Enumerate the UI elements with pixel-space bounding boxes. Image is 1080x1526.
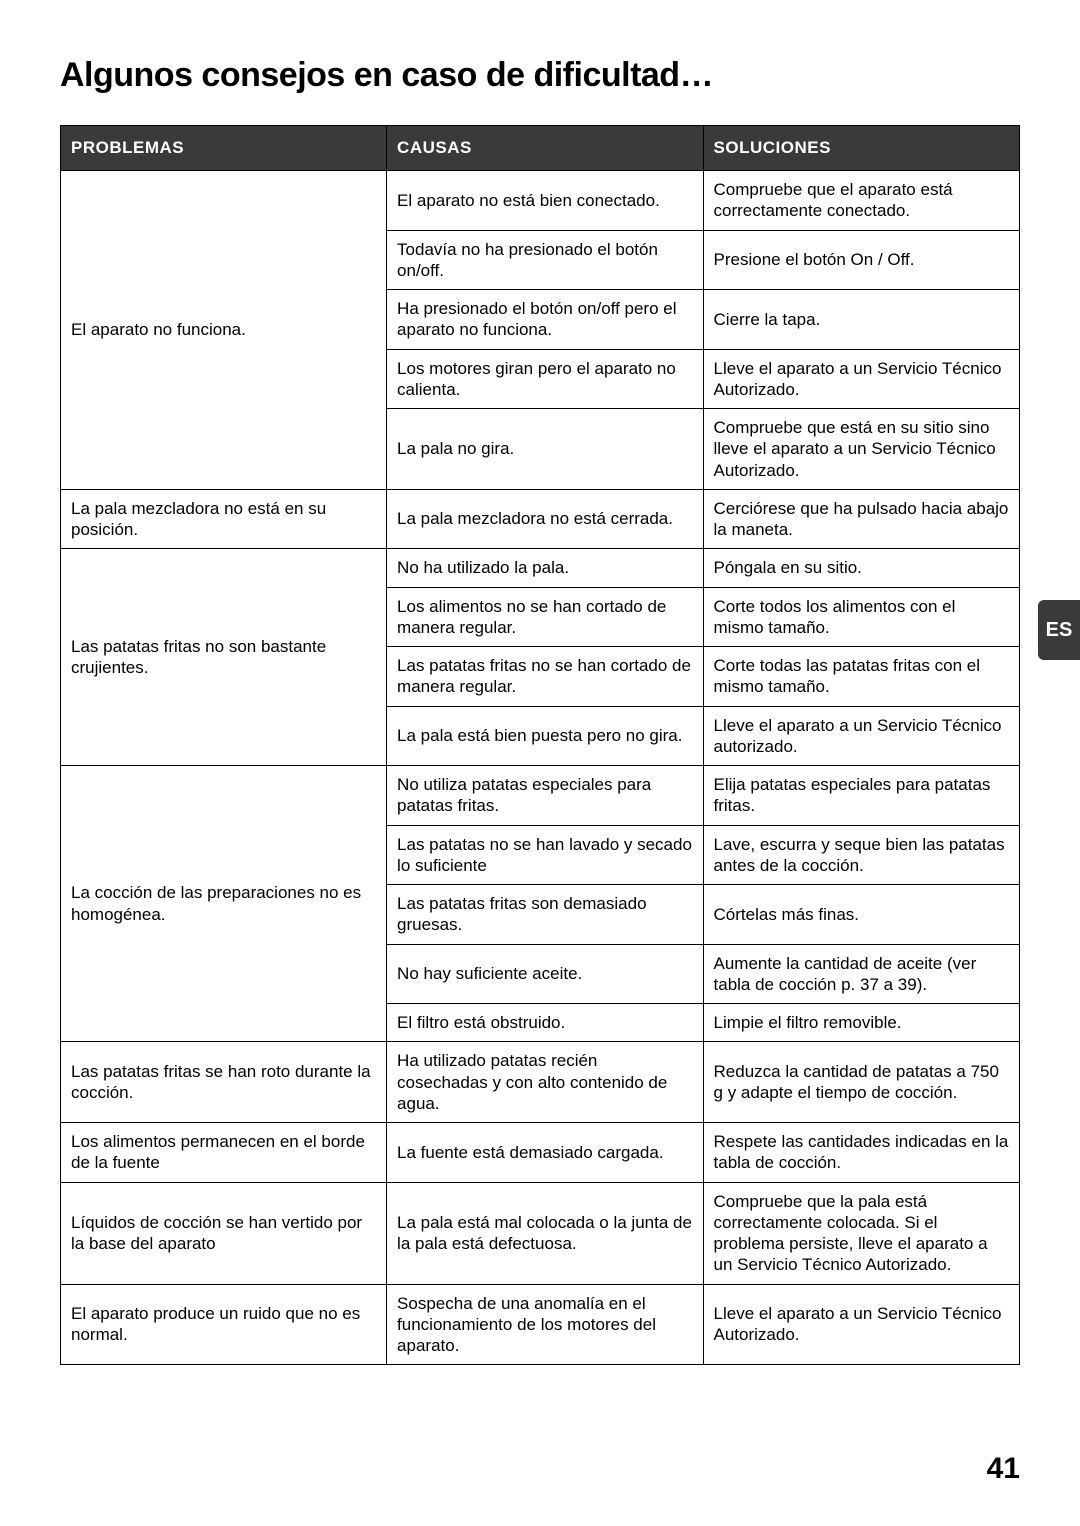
cause-cell: La fuente está demasiado cargada. <box>387 1123 703 1183</box>
cause-cell: Las patatas fritas son demasiado gruesas… <box>387 885 703 945</box>
solution-cell: Compruebe que está en su sitio sino llev… <box>703 409 1019 490</box>
table-row: La cocción de las preparaciones no es ho… <box>61 766 1020 826</box>
cause-cell: Los motores giran pero el aparato no cal… <box>387 349 703 409</box>
solution-cell: Aumente la cantidad de aceite (ver tabla… <box>703 944 1019 1004</box>
solution-cell: Compruebe que la pala está correctamente… <box>703 1182 1019 1284</box>
cause-cell: Las patatas fritas no se han cortado de … <box>387 647 703 707</box>
problem-cell: Las patatas fritas no son bastante cruji… <box>61 549 387 766</box>
cause-cell: Los alimentos no se han cortado de maner… <box>387 587 703 647</box>
solution-cell: Presione el botón On / Off. <box>703 230 1019 290</box>
cause-cell: No utiliza patatas especiales para patat… <box>387 766 703 826</box>
solution-cell: Lleve el aparato a un Servicio Técnico A… <box>703 1284 1019 1365</box>
solution-cell: Lleve el aparato a un Servicio Técnico a… <box>703 706 1019 766</box>
page-title: Algunos consejos en caso de dificultad… <box>60 56 1020 95</box>
table-row: Líquidos de cocción se han vertido por l… <box>61 1182 1020 1284</box>
solution-cell: Lave, escurra y seque bien las patatas a… <box>703 825 1019 885</box>
cause-cell: Las patatas no se han lavado y secado lo… <box>387 825 703 885</box>
cause-cell: No hay suficiente aceite. <box>387 944 703 1004</box>
problem-cell: El aparato no funciona. <box>61 171 387 490</box>
table-row: Las patatas fritas se han roto durante l… <box>61 1042 1020 1123</box>
troubleshooting-table: PROBLEMAS CAUSAS SOLUCIONES El aparato n… <box>60 125 1020 1365</box>
solution-cell: Respete las cantidades indicadas en la t… <box>703 1123 1019 1183</box>
language-tab: ES <box>1038 600 1080 660</box>
solution-cell: Cierre la tapa. <box>703 290 1019 350</box>
problem-cell: La pala mezcladora no está en su posició… <box>61 489 387 549</box>
problem-cell: Los alimentos permanecen en el borde de … <box>61 1123 387 1183</box>
cause-cell: El aparato no está bien conectado. <box>387 171 703 231</box>
solution-cell: Compruebe que el aparato está correctame… <box>703 171 1019 231</box>
table-row: La pala mezcladora no está en su posició… <box>61 489 1020 549</box>
cause-cell: No ha utilizado la pala. <box>387 549 703 587</box>
column-header-cause: CAUSAS <box>387 126 703 171</box>
solution-cell: Reduzca la cantidad de patatas a 750 g y… <box>703 1042 1019 1123</box>
problem-cell: La cocción de las preparaciones no es ho… <box>61 766 387 1042</box>
solution-cell: Córtelas más finas. <box>703 885 1019 945</box>
cause-cell: La pala mezcladora no está cerrada. <box>387 489 703 549</box>
table-row: Los alimentos permanecen en el borde de … <box>61 1123 1020 1183</box>
column-header-solution: SOLUCIONES <box>703 126 1019 171</box>
problem-cell: Las patatas fritas se han roto durante l… <box>61 1042 387 1123</box>
problem-cell: El aparato produce un ruido que no es no… <box>61 1284 387 1365</box>
cause-cell: El filtro está obstruido. <box>387 1004 703 1042</box>
cause-cell: Todavía no ha presionado el botón on/off… <box>387 230 703 290</box>
page-number: 41 <box>987 1452 1020 1486</box>
solution-cell: Póngala en su sitio. <box>703 549 1019 587</box>
table-row: El aparato no funciona.El aparato no est… <box>61 171 1020 231</box>
cause-cell: La pala está mal colocada o la junta de … <box>387 1182 703 1284</box>
solution-cell: Lleve el aparato a un Servicio Técnico A… <box>703 349 1019 409</box>
solution-cell: Corte todos los alimentos con el mismo t… <box>703 587 1019 647</box>
solution-cell: Corte todas las patatas fritas con el mi… <box>703 647 1019 707</box>
solution-cell: Limpie el filtro removible. <box>703 1004 1019 1042</box>
solution-cell: Cerciórese que ha pulsado hacia abajo la… <box>703 489 1019 549</box>
cause-cell: Ha presionado el botón on/off pero el ap… <box>387 290 703 350</box>
problem-cell: Líquidos de cocción se han vertido por l… <box>61 1182 387 1284</box>
table-row: Las patatas fritas no son bastante cruji… <box>61 549 1020 587</box>
cause-cell: Sospecha de una anomalía en el funcionam… <box>387 1284 703 1365</box>
column-header-problem: PROBLEMAS <box>61 126 387 171</box>
cause-cell: La pala no gira. <box>387 409 703 490</box>
solution-cell: Elija patatas especiales para patatas fr… <box>703 766 1019 826</box>
cause-cell: La pala está bien puesta pero no gira. <box>387 706 703 766</box>
cause-cell: Ha utilizado patatas recién cosechadas y… <box>387 1042 703 1123</box>
table-row: El aparato produce un ruido que no es no… <box>61 1284 1020 1365</box>
